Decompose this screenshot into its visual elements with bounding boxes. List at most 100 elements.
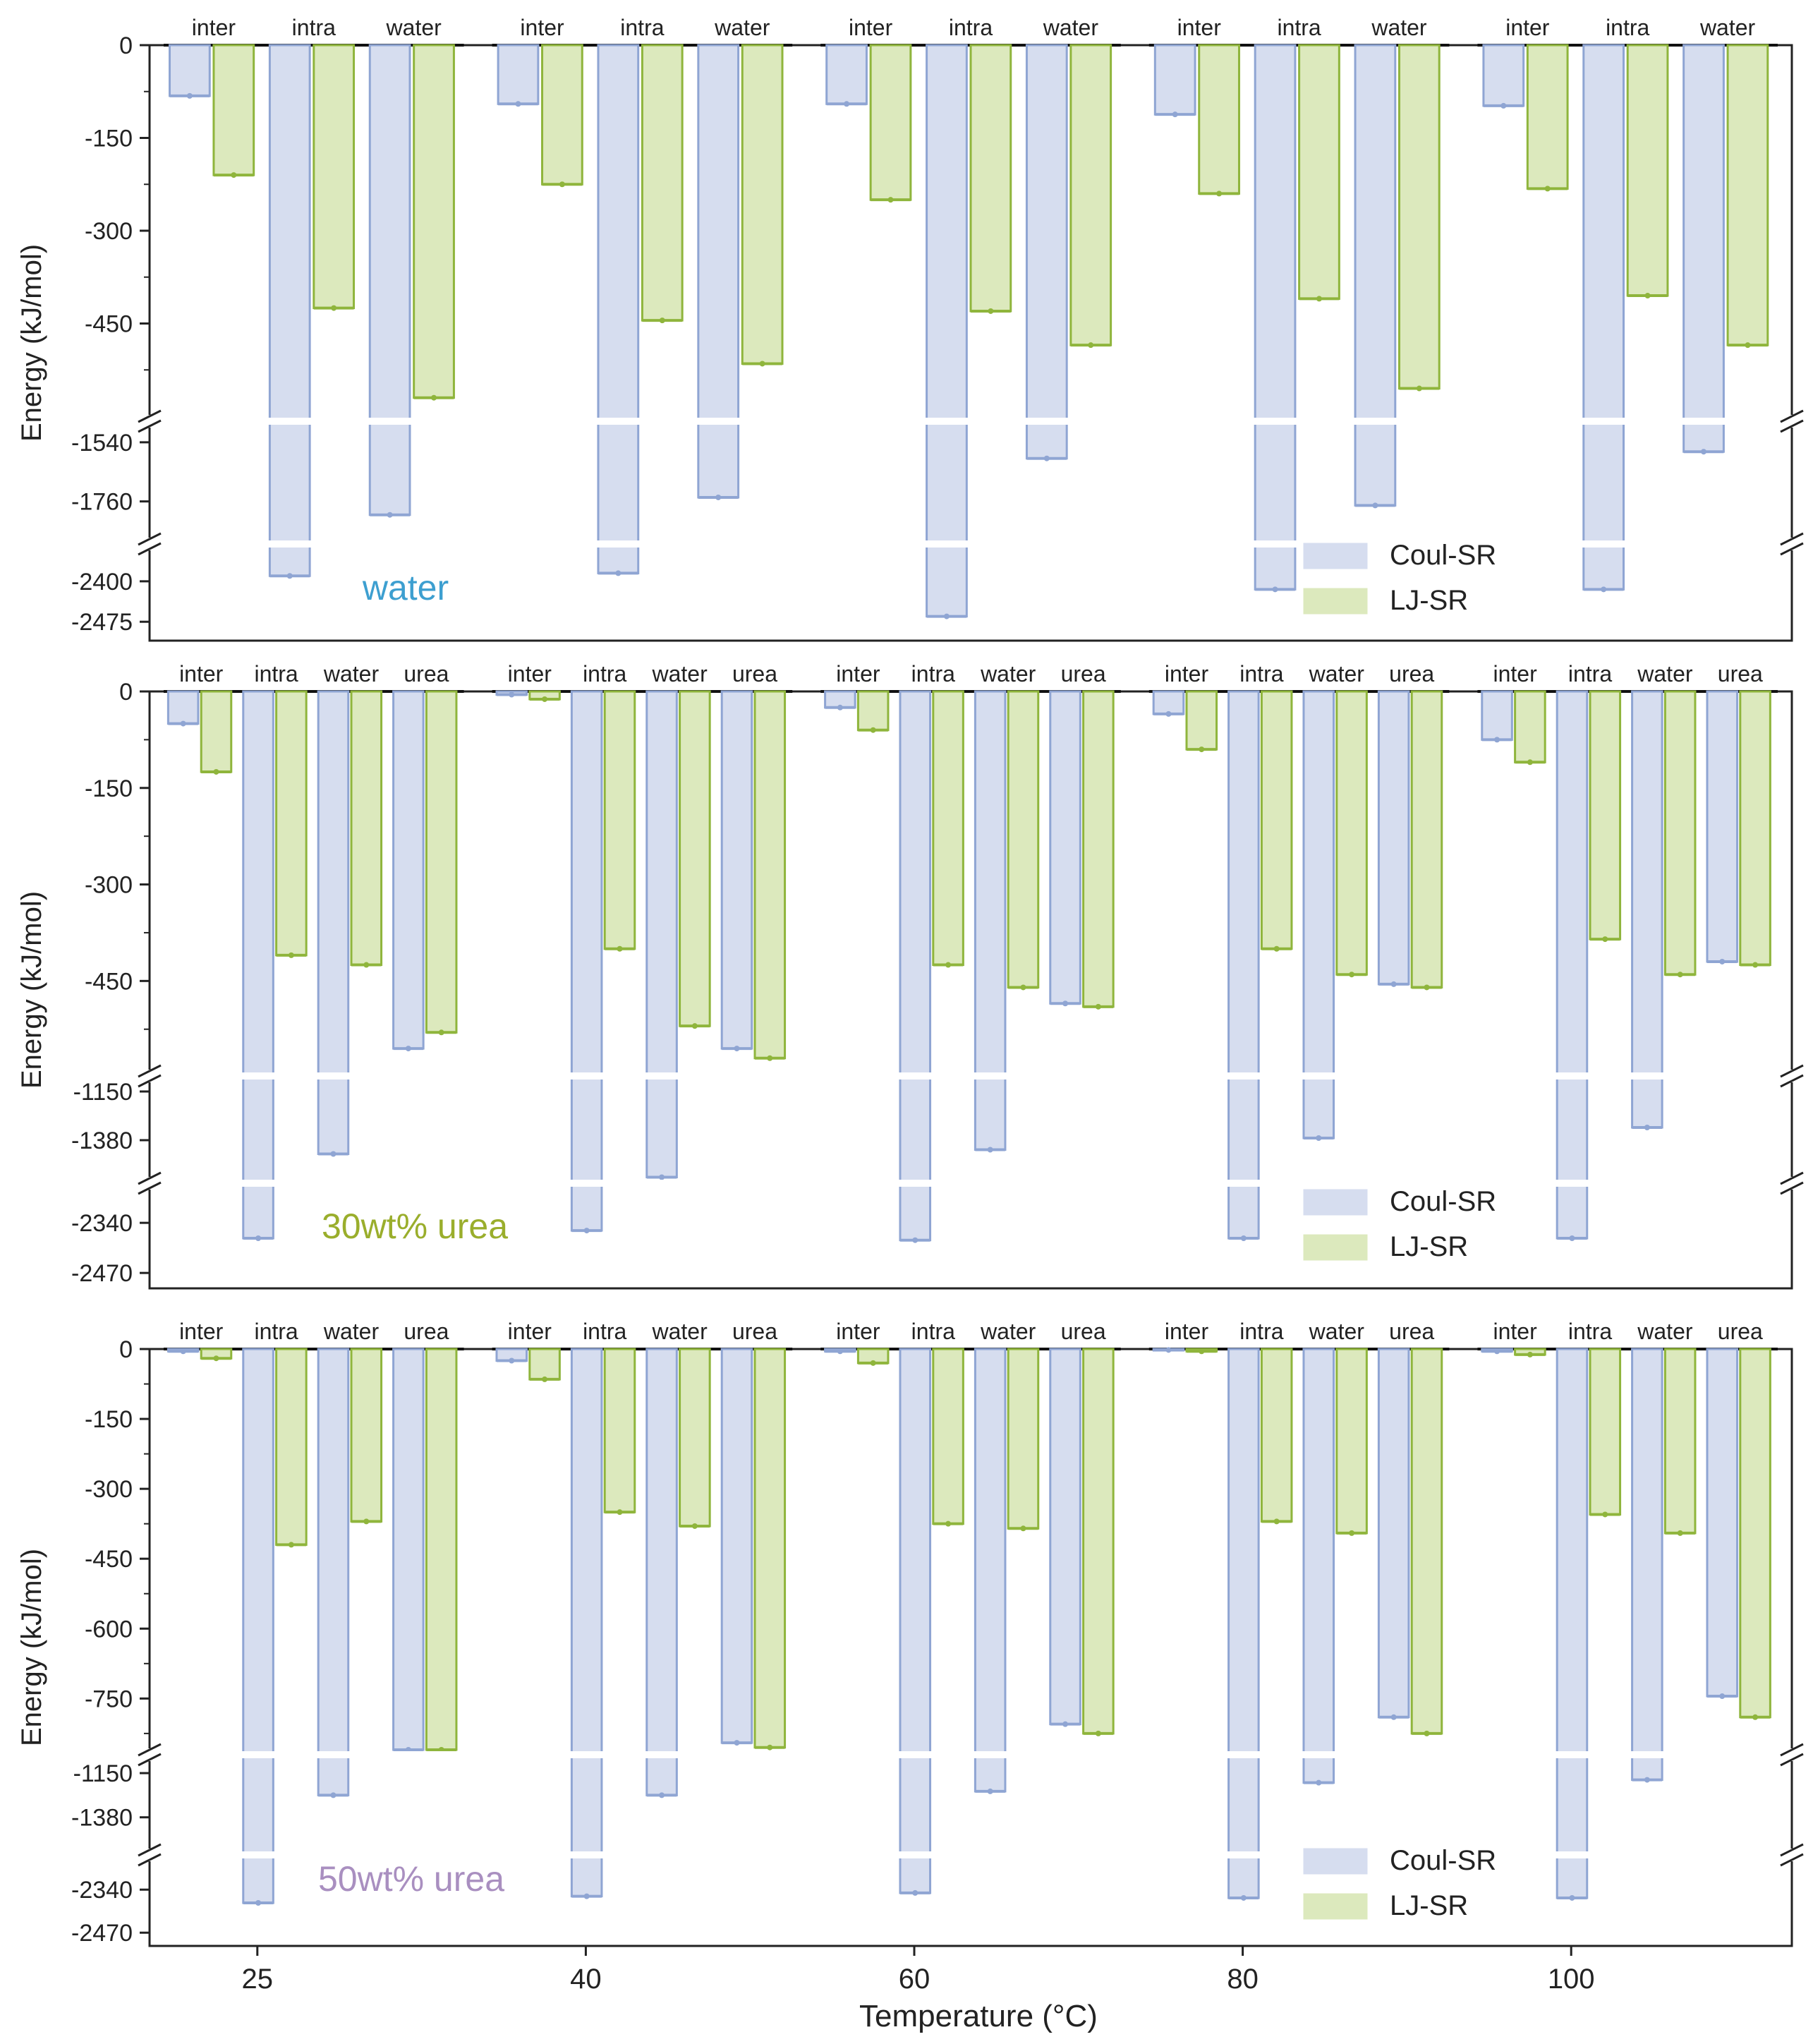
bar-end-marker-lj xyxy=(1273,1518,1280,1525)
bar-coul-100-intra xyxy=(1556,1348,1589,1899)
bar-end-marker-lj xyxy=(1349,1530,1355,1536)
bar-end-marker-coul xyxy=(405,1046,411,1052)
bar-lj-40-intra xyxy=(603,1348,636,1513)
bar-end-marker-lj xyxy=(1602,936,1608,943)
bar-lj-60-water xyxy=(1007,690,1040,988)
bar-end-marker-lj xyxy=(542,696,548,702)
bar-end-marker-lj xyxy=(691,1023,698,1029)
bar-end-marker-lj xyxy=(691,1523,698,1529)
legend-swatch-coul xyxy=(1303,543,1368,569)
group-label-intra: intra xyxy=(583,1319,626,1344)
bar-coul-60-water xyxy=(974,1348,1007,1793)
y-tick-label: -150 xyxy=(85,126,133,152)
group-label-urea: urea xyxy=(1061,1319,1106,1344)
bar-coul-60-urea xyxy=(1049,690,1081,1005)
bar-end-marker-lj xyxy=(1752,1714,1759,1720)
bar-end-marker-lj xyxy=(1745,342,1751,349)
bar-lj-100-urea xyxy=(1739,1348,1771,1719)
bar-end-marker-coul xyxy=(659,1792,665,1798)
bar-end-marker-coul xyxy=(255,1235,262,1241)
bar-end-marker-coul xyxy=(844,101,850,107)
bar-lj-100-water xyxy=(1663,1348,1697,1535)
y-tick-label: -1760 xyxy=(71,489,133,516)
bar-lj-60-water xyxy=(1007,1348,1040,1530)
bar-end-marker-coul xyxy=(1494,737,1500,743)
group-label-inter: inter xyxy=(192,15,236,40)
group-label-intra: intra xyxy=(1239,661,1283,687)
bar-lj-100-intra xyxy=(1589,1348,1622,1516)
bar-lj-60-inter xyxy=(856,690,890,732)
y-tick-label: -2470 xyxy=(71,1920,133,1947)
panels: inter intra water inter intra water inter intra… xyxy=(16,15,1804,1995)
bar-end-marker-lj xyxy=(288,952,294,958)
bar-end-marker-lj xyxy=(988,308,994,314)
bar-end-marker-coul xyxy=(837,1348,843,1355)
bar-lj-100-inter xyxy=(1514,690,1546,763)
group-label-inter: inter xyxy=(1493,1319,1537,1344)
bar-coul-40-urea xyxy=(720,1348,753,1744)
group-label-intra: intra xyxy=(1277,15,1321,40)
group-label-intra: intra xyxy=(949,15,993,40)
bar-end-marker-coul xyxy=(1043,455,1050,461)
bar-end-marker-lj xyxy=(1088,342,1094,349)
group-label-water: water xyxy=(1309,1319,1365,1344)
y-axis-label: Energy (kJ/mol) xyxy=(16,1549,47,1746)
y-tick-label: 0 xyxy=(119,1336,133,1363)
group-label-intra: intra xyxy=(1239,1319,1283,1344)
bar-coul-80-urea xyxy=(1377,690,1410,986)
bar-lj-40-urea xyxy=(753,690,787,1060)
bar-end-marker-coul xyxy=(1240,1894,1247,1901)
axis-break-mark xyxy=(138,1181,162,1195)
bar-lj-40-intra xyxy=(641,44,684,322)
bar-coul-40-intra xyxy=(597,44,640,574)
bar-end-marker-coul xyxy=(330,1792,336,1798)
bar-lj-60-intra xyxy=(932,1348,964,1525)
bar-lj-25-inter xyxy=(212,44,255,176)
group-label-intra: intra xyxy=(1568,661,1612,687)
bar-end-marker-lj xyxy=(1020,984,1026,991)
x-tick-label: 60 xyxy=(899,1964,930,1995)
bar-end-marker-lj xyxy=(870,727,876,733)
axis-break-mark xyxy=(138,1753,162,1767)
y-tick-label: -2340 xyxy=(71,1210,133,1237)
bar-lj-40-water xyxy=(679,690,711,1027)
y-tick-label: -750 xyxy=(85,1686,133,1712)
bar-lj-40-urea xyxy=(753,1348,787,1749)
group-label-water: water xyxy=(714,15,770,40)
bar-end-marker-lj xyxy=(1424,984,1430,991)
legend-swatch-lj xyxy=(1303,588,1368,615)
bar-end-marker-lj xyxy=(617,1509,623,1516)
legend-swatch-lj xyxy=(1303,1234,1368,1261)
bar-end-marker-coul xyxy=(583,1228,590,1234)
bar-end-marker-lj xyxy=(767,1744,773,1750)
y-tick-label: 0 xyxy=(119,679,133,706)
group-label-water: water xyxy=(651,661,708,687)
bar-end-marker-coul xyxy=(1601,586,1607,593)
bar-end-marker-coul xyxy=(1500,102,1507,109)
bar-end-marker-coul xyxy=(1316,1135,1322,1141)
bar-coul-25-intra xyxy=(268,44,311,577)
group-label-water: water xyxy=(651,1319,708,1344)
axis-break-mark xyxy=(1780,1753,1804,1767)
panel-annotation: 30wt% urea xyxy=(322,1207,508,1246)
group-label-water: water xyxy=(1371,15,1427,40)
bar-lj-80-intra xyxy=(1298,44,1340,300)
bar-end-marker-lj xyxy=(363,962,370,968)
bar-coul-25-water xyxy=(317,690,350,1155)
bar-end-marker-coul xyxy=(180,1348,186,1355)
bar-end-marker-coul xyxy=(1165,1347,1172,1353)
axis-break-mark xyxy=(1780,1064,1804,1078)
bar-end-marker-coul xyxy=(1062,1000,1069,1007)
bar-coul-60-intra xyxy=(899,690,932,1242)
y-tick-label: -2475 xyxy=(71,609,133,636)
bar-coul-100-intra xyxy=(1582,44,1625,591)
bar-end-marker-lj xyxy=(1095,1730,1101,1736)
legend-label-lj: LJ-SR xyxy=(1390,1231,1468,1262)
y-tick-label: -1540 xyxy=(71,430,133,456)
y-tick-label: -1380 xyxy=(71,1805,133,1832)
group-label-inter: inter xyxy=(1165,661,1209,687)
bar-coul-80-inter xyxy=(1152,690,1185,715)
y-tick-label: -300 xyxy=(85,1476,133,1503)
bar-lj-80-inter xyxy=(1185,690,1218,751)
bar-end-marker-coul xyxy=(1719,958,1726,964)
